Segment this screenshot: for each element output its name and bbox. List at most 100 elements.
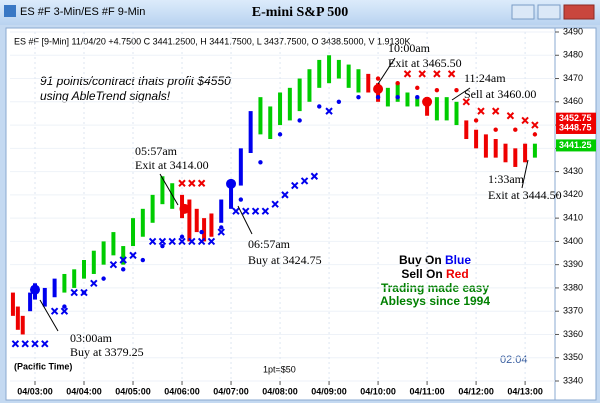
y-tick-label: 3390 <box>563 259 583 269</box>
stop-x <box>271 200 279 208</box>
y-tick-label: 3370 <box>563 306 583 316</box>
price-tag-label: 3452.75 <box>559 113 592 123</box>
y-tick-label: 3490 <box>563 26 583 36</box>
annotation: 03:00am <box>70 331 113 345</box>
stop-dot <box>513 127 518 132</box>
stop-dot <box>238 197 244 202</box>
price-tag <box>556 139 596 152</box>
stop-dot <box>277 132 283 137</box>
window-title: ES #F 3-Min/ES #F 9-Min <box>20 6 145 18</box>
stop-x <box>50 307 59 315</box>
stop-x <box>477 107 485 115</box>
stop-dot <box>258 160 263 165</box>
stop-dot <box>140 257 146 263</box>
stop-dot <box>317 104 322 109</box>
annotation-arrow <box>159 173 179 206</box>
signal-dot <box>422 96 433 107</box>
promo-line: using AbleTrend signals! <box>40 89 171 103</box>
app-icon <box>4 5 16 17</box>
price-tag-label: 3448.75 <box>559 122 592 132</box>
y-tick-label: 3380 <box>563 282 583 292</box>
annotation: Exit at 3465.50 <box>388 56 462 70</box>
legend-text: Sell On <box>401 267 442 281</box>
annotation: 06:57am <box>248 237 291 251</box>
price-tag-label: 3441.25 <box>559 140 592 150</box>
price-axis <box>554 27 597 401</box>
promo-line: 91 points/contract thats profit $4550 <box>40 74 231 88</box>
signal-dot <box>179 203 190 214</box>
annotation: Exit at 3414.00 <box>135 158 209 172</box>
stop-dot <box>395 94 400 100</box>
x-tick-label: 04/09:00 <box>311 386 347 396</box>
maximize-button[interactable] <box>537 4 561 20</box>
stop-x <box>119 256 127 264</box>
stop-dot <box>336 99 342 105</box>
stop-x <box>188 237 196 246</box>
stop-dot <box>415 85 420 91</box>
stop-x <box>251 207 260 215</box>
signal-dot <box>373 84 384 95</box>
stop-x <box>148 237 157 246</box>
stop-dot <box>375 76 381 81</box>
annotation-arrow <box>39 299 59 332</box>
stop-dot <box>160 243 165 249</box>
stop-x <box>291 181 299 190</box>
stop-x <box>506 112 515 120</box>
legend-text: Buy On <box>399 253 442 267</box>
timezone: (Pacific Time) <box>14 361 72 371</box>
signal-legend: Sell On Red <box>401 267 468 281</box>
stop-x <box>178 237 186 246</box>
stop-x <box>300 177 309 185</box>
stop-x <box>11 340 20 348</box>
x-tick-label: 04/04:00 <box>66 386 102 396</box>
stop-dot <box>493 127 498 132</box>
stop-x <box>21 340 29 348</box>
stop-dot <box>356 94 361 100</box>
stop-dot <box>121 267 126 272</box>
y-tick-label: 3360 <box>563 329 583 339</box>
x-tick-label: 04/03:00 <box>17 386 53 396</box>
x-tick-label: 04/07:00 <box>213 386 249 396</box>
clock: 02:04 <box>500 354 528 366</box>
close-button[interactable] <box>563 4 595 20</box>
x-tick-label: 04/08:00 <box>262 386 298 396</box>
stop-x <box>232 207 240 215</box>
annotation-arrow <box>237 205 253 235</box>
x-tick-label: 04/11:00 <box>410 386 445 396</box>
stop-dot <box>219 225 224 230</box>
point-value: 1pt=$50 <box>263 364 296 374</box>
y-tick-label: 3470 <box>563 73 583 83</box>
annotation: Buy at 3424.75 <box>248 253 322 267</box>
stop-dot <box>62 304 67 309</box>
x-tick-label: 04/12:00 <box>458 386 494 396</box>
stop-x <box>403 70 412 78</box>
chart-title: E-mini S&P 500 <box>252 5 348 20</box>
annotation: 05:57am <box>135 144 178 158</box>
stop-x <box>90 279 98 287</box>
tagline: Ablesys since 1994 <box>380 294 490 308</box>
stop-x <box>168 237 176 246</box>
stop-dot <box>454 87 459 93</box>
stop-x <box>433 70 441 78</box>
y-tick-label: 3400 <box>563 236 583 246</box>
title-bar <box>0 0 600 25</box>
stop-dot <box>415 94 420 100</box>
stop-dot <box>434 87 440 93</box>
stop-x <box>41 340 49 348</box>
stop-x <box>197 237 206 246</box>
annotation-arrow <box>377 57 396 85</box>
stop-dot <box>532 132 538 137</box>
stop-x <box>188 179 196 187</box>
stop-x <box>521 116 529 125</box>
stop-x <box>531 121 539 129</box>
stop-x <box>418 70 426 78</box>
stop-x <box>197 179 206 187</box>
minimize-button[interactable] <box>511 4 535 20</box>
stop-x <box>462 98 470 106</box>
annotation: 11:24am <box>464 71 506 85</box>
stop-x <box>217 228 225 236</box>
stop-x <box>281 191 289 199</box>
signal-dot <box>226 178 237 189</box>
stop-x <box>158 237 167 246</box>
